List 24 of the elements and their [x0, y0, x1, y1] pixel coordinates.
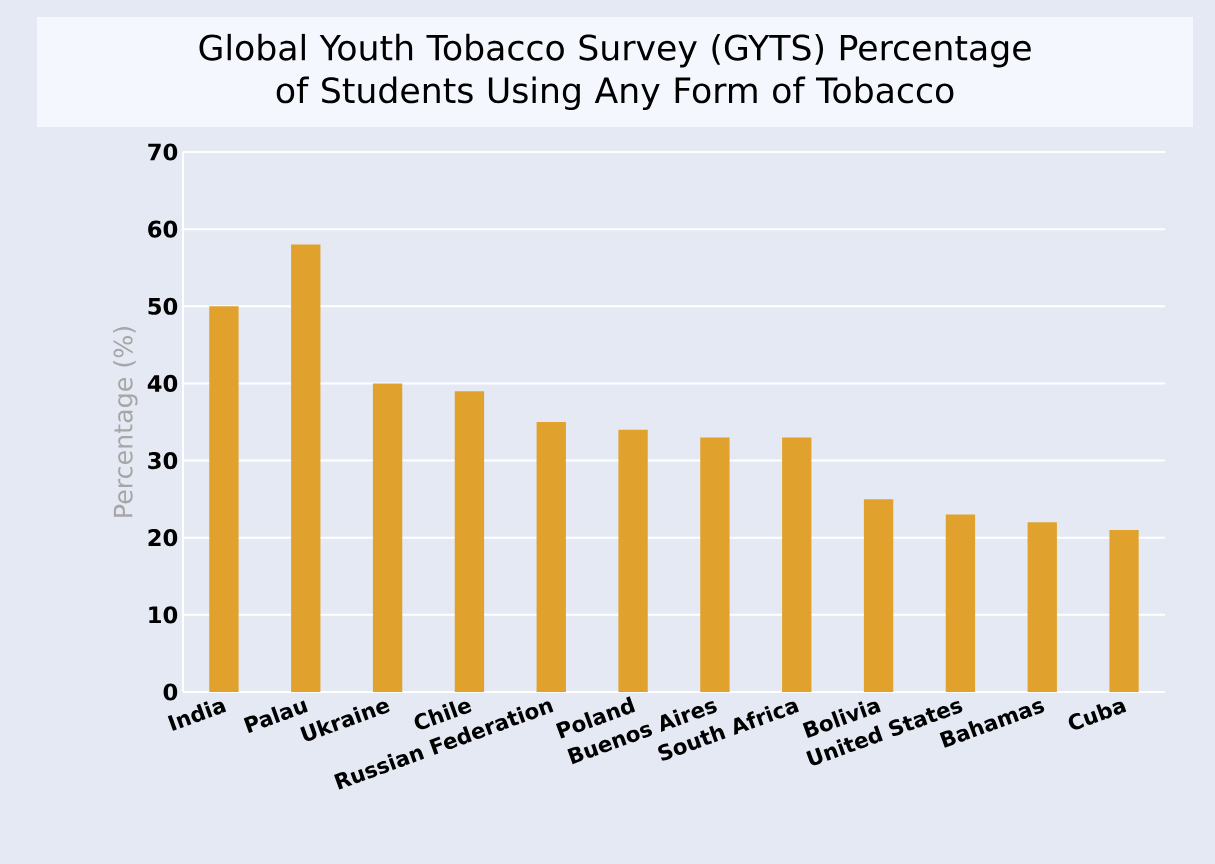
x-tick-label: India	[167, 701, 227, 731]
y-tick-label: 40	[147, 374, 178, 392]
bar	[1027, 522, 1057, 692]
y-tick-label: 0	[163, 683, 178, 701]
bar	[372, 383, 403, 692]
bar	[454, 391, 485, 692]
y-tick-label: 30	[148, 451, 178, 470]
y-axis-title: Percentage (%)	[113, 327, 138, 517]
chart-title: Global Youth Tobacco Survey (GYTS) Percentage of Students Using Any Form of Tobacco	[199, 33, 1031, 111]
bar	[618, 429, 648, 692]
bar	[782, 437, 812, 692]
y-tick-label: 10	[149, 606, 178, 624]
bar	[863, 499, 894, 692]
y-tick-label: 20	[148, 529, 178, 547]
bar	[209, 306, 239, 692]
y-tick-label: 70	[148, 143, 178, 161]
bar	[1109, 529, 1139, 692]
bar	[700, 437, 730, 692]
bar	[945, 514, 976, 692]
bar	[291, 244, 321, 692]
bar	[536, 421, 566, 692]
y-tick-label: 60	[148, 220, 178, 238]
x-tick-label: Cuba	[1068, 701, 1127, 730]
y-tick-label: 50	[148, 297, 178, 315]
